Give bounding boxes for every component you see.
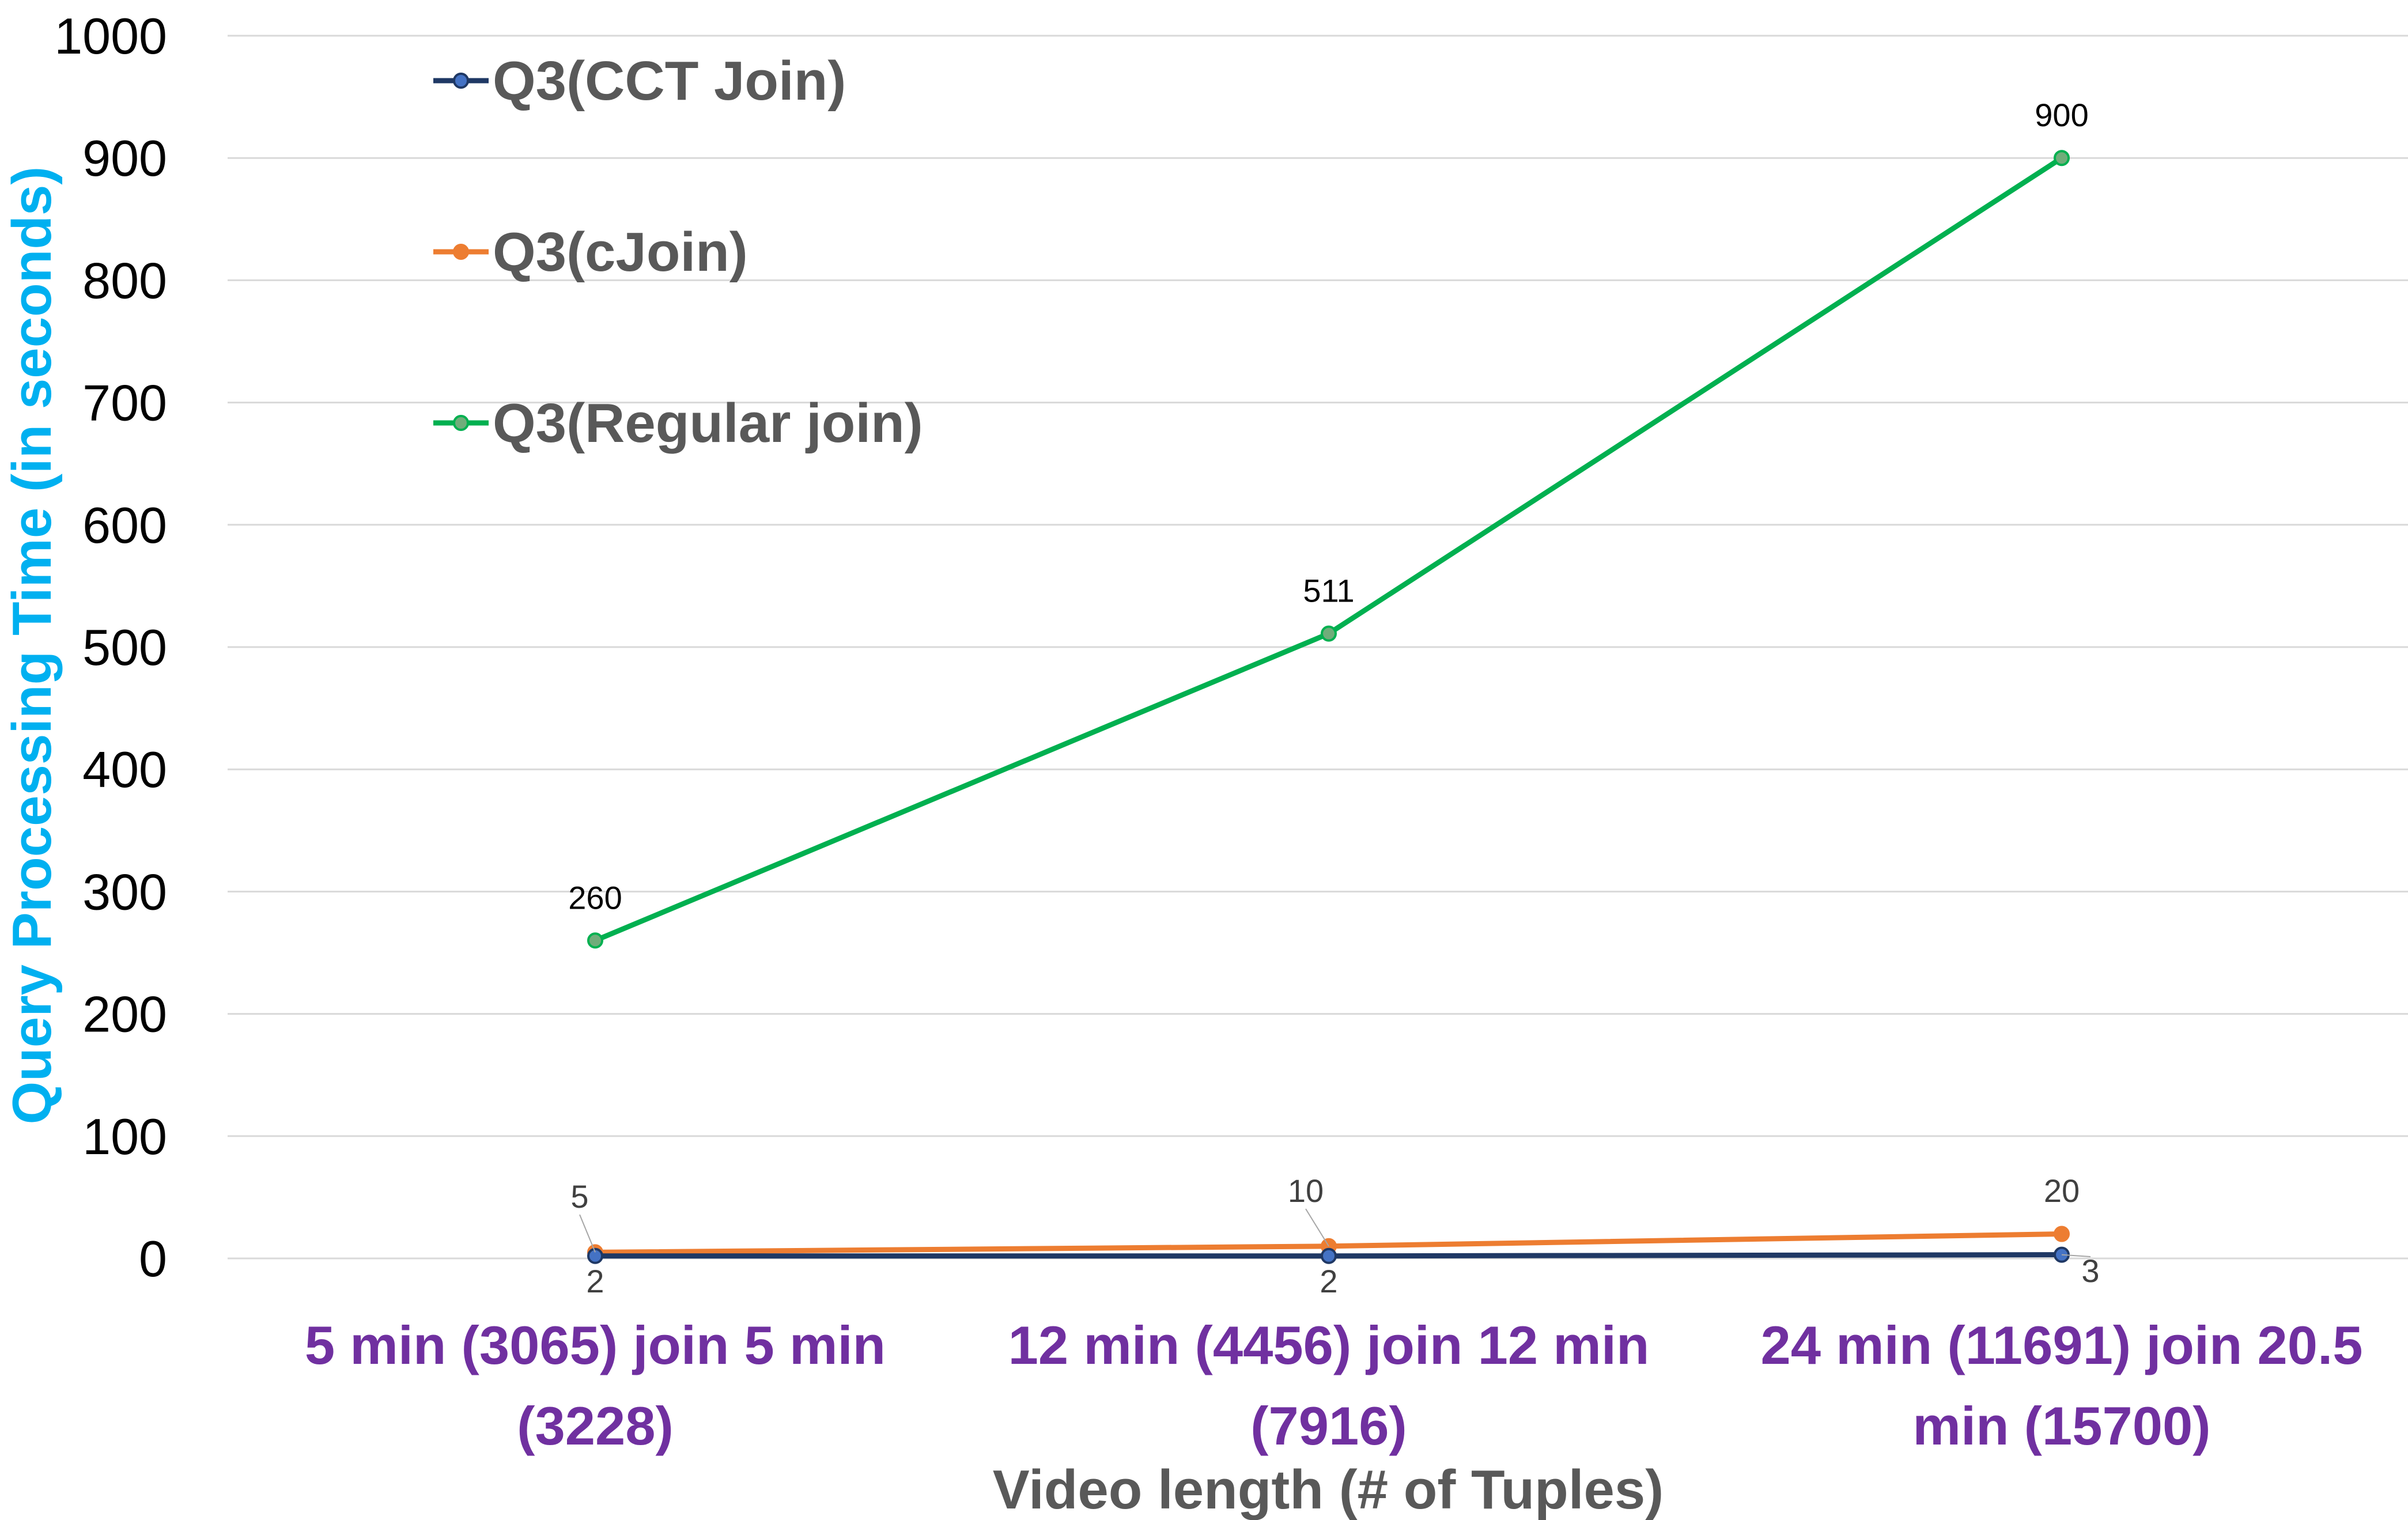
y-tick-label: 500 <box>82 619 167 676</box>
data-point <box>587 1247 603 1264</box>
data-point <box>2054 1226 2070 1242</box>
x-tick-label: 5 min (3065) join 5 min (3228) <box>305 1315 886 1456</box>
data-label: 900 <box>2035 97 2088 133</box>
data-label: 3 <box>2081 1253 2099 1289</box>
y-tick-label: 100 <box>82 1108 167 1165</box>
legend-item: Q3(Regular join) <box>433 392 923 454</box>
y-tick-label: 1000 <box>54 7 167 65</box>
legend-marker <box>453 73 469 89</box>
legend-marker <box>453 415 469 431</box>
legend-marker <box>453 244 469 260</box>
data-label: 20 <box>2044 1173 2080 1209</box>
y-tick-label: 800 <box>82 252 167 309</box>
data-point <box>1321 625 1337 642</box>
legend-label: Q3(CCT Join) <box>493 50 846 112</box>
y-axis-title: Query Processing Time (in seconds) <box>1 167 63 1125</box>
y-axis-ticks: 0 100 200 300 400 500 600 700 800 900 1000 <box>54 7 167 1287</box>
legend-label: Q3(cJoin) <box>493 221 748 283</box>
label-leader-line <box>579 1214 596 1253</box>
label-leader-line <box>1305 1208 1329 1247</box>
legend: Q3(CCT Join) Q3(cJoin) Q3(Regular join) <box>433 50 923 454</box>
y-tick-label: 700 <box>82 375 167 432</box>
data-label: 10 <box>1288 1173 1324 1209</box>
legend-label: Q3(Regular join) <box>493 392 923 454</box>
data-label: 511 <box>1303 573 1354 609</box>
data-point <box>1321 1247 1337 1264</box>
data-label: 2 <box>586 1263 604 1299</box>
y-tick-label: 400 <box>82 741 167 798</box>
x-axis-title: Video length (# of Tuples) <box>993 1459 1664 1520</box>
data-labels: 2 2 3 5 10 20 260 511 900 <box>568 97 2099 1299</box>
y-tick-label: 900 <box>82 130 167 187</box>
series-line <box>594 156 2063 943</box>
label-leader-line <box>2061 1254 2091 1257</box>
data-label: 2 <box>1320 1263 1337 1299</box>
x-axis-ticks: 5 min (3065) join 5 min (3228) 12 min (445… <box>305 1315 2363 1456</box>
data-point <box>2054 150 2070 167</box>
data-point <box>587 932 603 949</box>
x-tick-label: 12 min (4456) join 12 min (7916) <box>1008 1315 1650 1456</box>
legend-item: Q3(CCT Join) <box>433 50 846 112</box>
y-tick-label: 600 <box>82 497 167 554</box>
y-tick-label: 200 <box>82 986 167 1043</box>
data-label: 5 <box>570 1178 588 1215</box>
legend-item: Q3(cJoin) <box>433 221 748 283</box>
y-tick-label: 0 <box>139 1230 167 1287</box>
data-label: 260 <box>568 879 622 916</box>
series-lines <box>587 150 2070 1264</box>
gridlines <box>228 35 2408 1260</box>
y-tick-label: 300 <box>82 863 167 920</box>
series-2 <box>587 150 2070 949</box>
x-tick-label: 24 min (11691) join 20.5 min (15700) <box>1761 1315 2363 1456</box>
